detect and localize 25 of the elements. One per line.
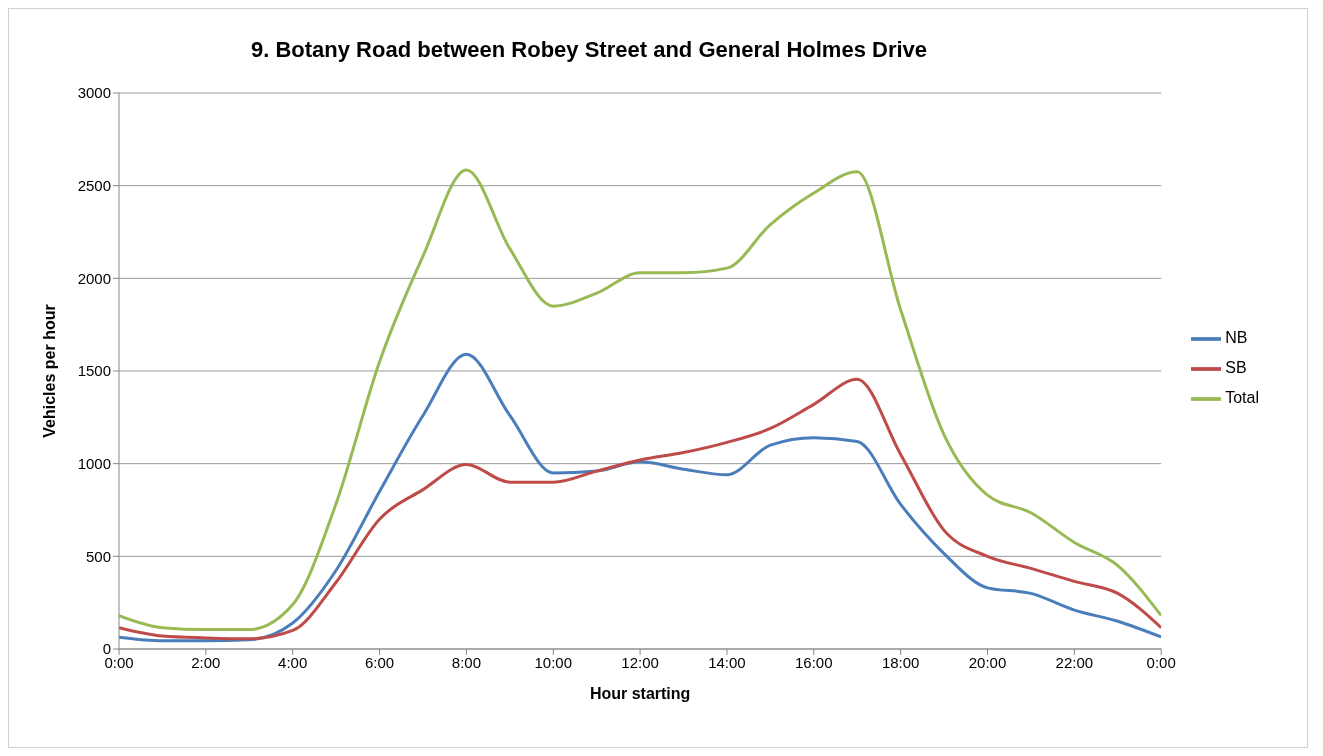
y-tick-label: 2000 [77, 269, 111, 287]
x-tick-label: 18:00 [881, 653, 920, 671]
y-tick-label: 2500 [77, 176, 111, 194]
legend-label: NB [1225, 329, 1248, 347]
chart-title: 9. Botany Road between Robey Street and General Holmes Drive [249, 37, 929, 63]
x-tick-label: 4:00 [278, 653, 308, 671]
x-tick-label: 16:00 [795, 653, 833, 671]
y-tick-label: 1000 [77, 454, 111, 472]
x-tick-label: 10:00 [534, 653, 573, 671]
legend-label: SB [1225, 359, 1247, 377]
x-axis-title: Hour starting [589, 685, 691, 702]
x-tick-label: 20:00 [968, 653, 1007, 671]
y-tick-label: 3000 [77, 84, 111, 102]
x-tick-label: 6:00 [364, 653, 395, 671]
y-tick-label: 1500 [77, 362, 111, 380]
x-tick-label: 14:00 [708, 653, 746, 671]
x-tick-label: 2:00 [191, 653, 221, 671]
x-tick-label: 8:00 [451, 653, 481, 671]
line-series [119, 168, 1162, 632]
y-axis-title: Vehicles per hour [40, 304, 58, 438]
y-tick-label: 500 [85, 547, 111, 565]
x-tick-label: 12:00 [621, 653, 659, 671]
x-tick-label: 22:00 [1055, 653, 1094, 671]
legend-label: Total [1225, 389, 1259, 407]
x-tick-label: 0:00 [1146, 653, 1176, 671]
